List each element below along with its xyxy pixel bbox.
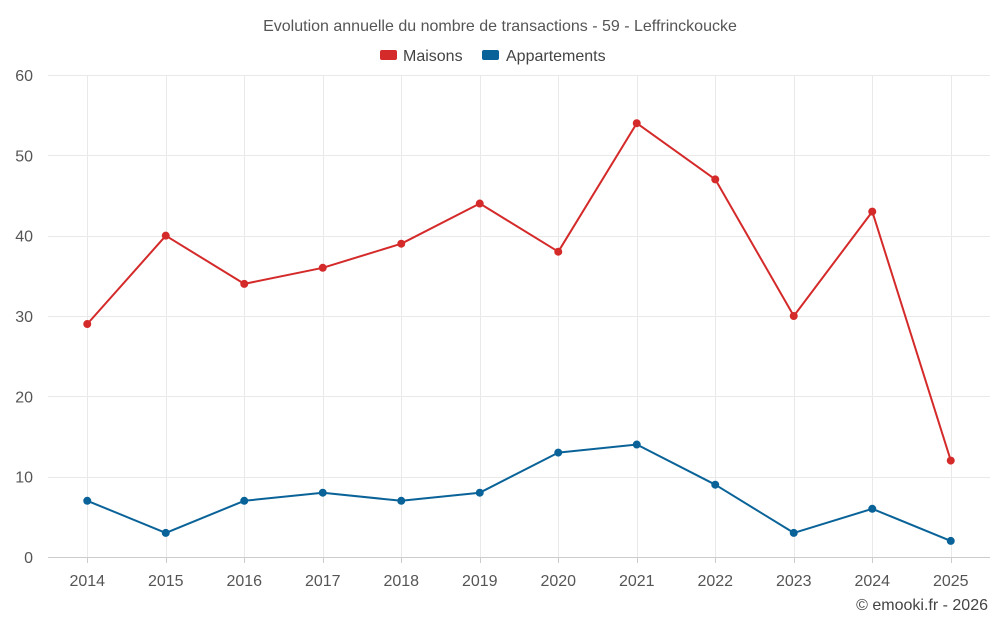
x-tick-label: 2023 — [776, 573, 812, 590]
data-point-maisons[interactable] — [789, 312, 798, 320]
y-axis-ticks: 0 10 20 30 40 50 60 — [15, 68, 33, 567]
data-point-maisons[interactable] — [83, 320, 92, 329]
y-tick-label: 40 — [15, 229, 33, 246]
grid — [48, 75, 990, 557]
data-point-appartements[interactable] — [83, 496, 92, 505]
data-point-appartements[interactable] — [161, 528, 170, 537]
data-point-maisons[interactable] — [946, 456, 955, 465]
data-point-appartements[interactable] — [475, 488, 484, 497]
legend-label-appartements[interactable]: Appartements — [506, 48, 606, 65]
credit-text: © emooki.fr - 2026 — [856, 597, 988, 614]
y-tick-label: 60 — [15, 68, 33, 85]
y-tick-label: 10 — [15, 470, 33, 487]
data-point-appartements[interactable] — [711, 480, 720, 489]
data-point-maisons[interactable] — [868, 207, 877, 216]
data-point-maisons[interactable] — [318, 263, 327, 272]
data-point-appartements[interactable] — [868, 504, 877, 513]
x-tick-label: 2025 — [933, 573, 969, 590]
data-point-appartements[interactable] — [397, 496, 406, 505]
data-point-maisons[interactable] — [711, 175, 720, 184]
x-tick-label: 2019 — [462, 573, 498, 590]
x-tick-label: 2015 — [148, 573, 184, 590]
y-tick-label: 0 — [24, 550, 33, 567]
series-line-appartements — [86, 443, 952, 542]
legend: Maisons Appartements — [380, 48, 606, 65]
data-point-maisons[interactable] — [397, 239, 406, 248]
data-point-appartements[interactable] — [318, 488, 327, 497]
x-tick-label: 2018 — [383, 573, 419, 590]
legend-swatch-appartements — [482, 50, 499, 60]
data-point-appartements[interactable] — [632, 440, 641, 449]
series — [83, 119, 955, 545]
y-tick-label: 30 — [15, 309, 33, 326]
x-tick-label: 2016 — [226, 573, 262, 590]
x-tick-label: 2017 — [305, 573, 341, 590]
x-tick-label: 2021 — [619, 573, 655, 590]
data-point-appartements[interactable] — [789, 528, 798, 537]
data-point-maisons[interactable] — [240, 279, 249, 288]
x-tick-label: 2014 — [69, 573, 105, 590]
chart-title: Evolution annuelle du nombre de transact… — [263, 18, 737, 35]
data-point-maisons[interactable] — [475, 199, 484, 208]
data-point-maisons[interactable] — [161, 231, 170, 240]
data-point-appartements[interactable] — [946, 536, 955, 545]
x-axis-ticks: 2014 2015 2016 2017 2018 2019 2020 2021 2022 2023… — [69, 557, 969, 590]
x-tick-label: 2024 — [854, 573, 890, 590]
legend-label-maisons[interactable]: Maisons — [403, 48, 463, 65]
data-point-appartements[interactable] — [554, 448, 563, 457]
y-tick-label: 50 — [15, 148, 33, 165]
data-point-maisons[interactable] — [632, 119, 641, 128]
x-tick-label: 2022 — [697, 573, 733, 590]
y-tick-label: 20 — [15, 389, 33, 406]
data-point-appartements[interactable] — [240, 496, 249, 505]
legend-swatch-maisons — [380, 50, 397, 60]
x-tick-label: 2020 — [540, 573, 576, 590]
data-point-maisons[interactable] — [554, 247, 563, 256]
series-line-maisons — [86, 122, 952, 461]
